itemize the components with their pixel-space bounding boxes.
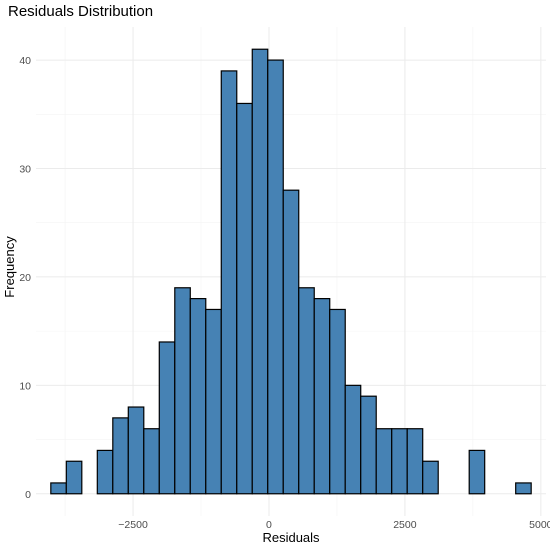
histogram-bars	[50, 48, 532, 495]
y-tick-label: 10	[19, 380, 31, 392]
histogram-bar	[96, 449, 114, 495]
histogram-bar	[143, 428, 160, 495]
histogram-bar	[158, 341, 176, 495]
x-tick-label: 5000	[529, 519, 550, 531]
y-axis-ticks: 0 10 20 30 40	[19, 55, 31, 501]
histogram-bar	[220, 70, 238, 495]
histogram-bar	[236, 102, 253, 495]
histogram-bar	[515, 482, 532, 495]
histogram-bar	[282, 189, 300, 495]
histogram-bar	[267, 59, 284, 495]
histogram-bar	[313, 298, 331, 495]
histogram-bar	[391, 428, 408, 495]
y-tick-label: 20	[19, 272, 31, 284]
x-axis-ticks: −2500 0 2500 5000	[118, 519, 550, 531]
histogram-bar	[251, 48, 269, 495]
y-tick-label: 30	[19, 163, 31, 175]
histogram-bar	[65, 460, 83, 495]
histogram-bar	[344, 384, 362, 495]
histogram-bar	[174, 287, 191, 495]
histogram-bar	[468, 449, 486, 495]
histogram-bar	[329, 308, 346, 495]
x-tick-label: −2500	[118, 519, 148, 531]
histogram-bar	[360, 395, 377, 495]
histogram-bar	[422, 460, 439, 495]
chart-title: Residuals Distribution	[8, 3, 153, 20]
x-tick-label: 0	[266, 519, 272, 531]
y-axis-title: Frequency	[2, 236, 17, 298]
histogram-bar	[298, 287, 315, 495]
histogram-bar	[189, 298, 207, 495]
histogram-bar	[205, 308, 222, 495]
y-tick-label: 0	[25, 489, 31, 501]
histogram-bar	[127, 406, 145, 495]
histogram-bar	[406, 428, 424, 495]
histogram-bar	[50, 482, 67, 495]
histogram-bar	[112, 417, 129, 495]
histogram-bar	[375, 428, 393, 495]
x-tick-label: 2500	[393, 519, 417, 531]
y-tick-label: 40	[19, 55, 31, 67]
x-axis-title: Residuals	[262, 530, 320, 545]
